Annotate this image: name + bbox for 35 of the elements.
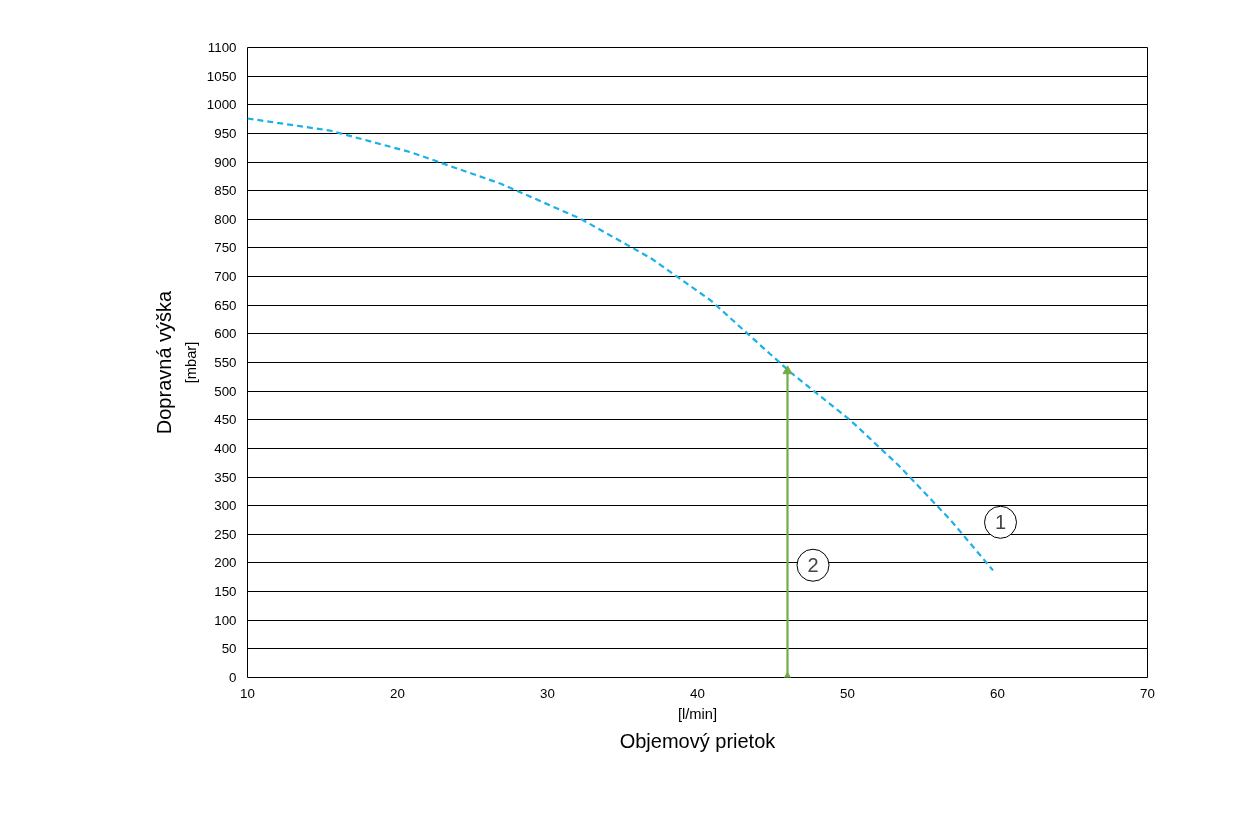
y-tick-label: 250: [214, 526, 237, 542]
x-axis-title: [l/min] Objemový prietok: [619, 705, 777, 752]
annotation: 1: [994, 511, 1007, 534]
y-tick-label: 1000: [206, 97, 237, 113]
x-tick-label: 60: [990, 685, 1005, 701]
y-tick-label: 950: [214, 125, 237, 141]
y-axis-title: [mbar] Dopravná výška: [152, 289, 199, 435]
x-tick-label: 50: [840, 685, 855, 701]
y-tick-label: 400: [214, 440, 237, 456]
y-tick-label: 850: [214, 183, 237, 199]
y-tick-label: 600: [214, 326, 237, 342]
x-tick-label: 20: [390, 685, 405, 701]
x-tick-label: 30: [540, 685, 555, 701]
y-tick-label: 700: [214, 269, 237, 285]
y-tick-label: 300: [214, 498, 237, 514]
y-tick-label: 1050: [206, 68, 237, 84]
y-tick-label: 500: [214, 383, 237, 399]
x-tick-label: 70: [1140, 685, 1155, 701]
y-tick-label: 100: [214, 612, 237, 628]
y-tick-label: 200: [214, 555, 237, 571]
y-tick-label: 1100: [207, 40, 237, 55]
x-tick-label: 10: [240, 685, 255, 701]
y-tick-label: 750: [214, 240, 237, 256]
y-tick-label: 50: [221, 641, 237, 657]
y-tick-label: 150: [214, 584, 237, 600]
y-tick-label: 900: [214, 154, 237, 170]
y-tick-label: 650: [214, 297, 237, 313]
y-tick-label: 350: [214, 469, 237, 485]
line-series: [247, 117, 995, 572]
y-tick-label: 800: [214, 211, 237, 227]
x-tick-label: 40: [690, 685, 705, 701]
annotation: 2: [807, 554, 819, 577]
y-tick-label: 0: [229, 670, 237, 685]
y-tick-label: 550: [214, 355, 237, 370]
y-tick-label: 450: [214, 412, 237, 428]
